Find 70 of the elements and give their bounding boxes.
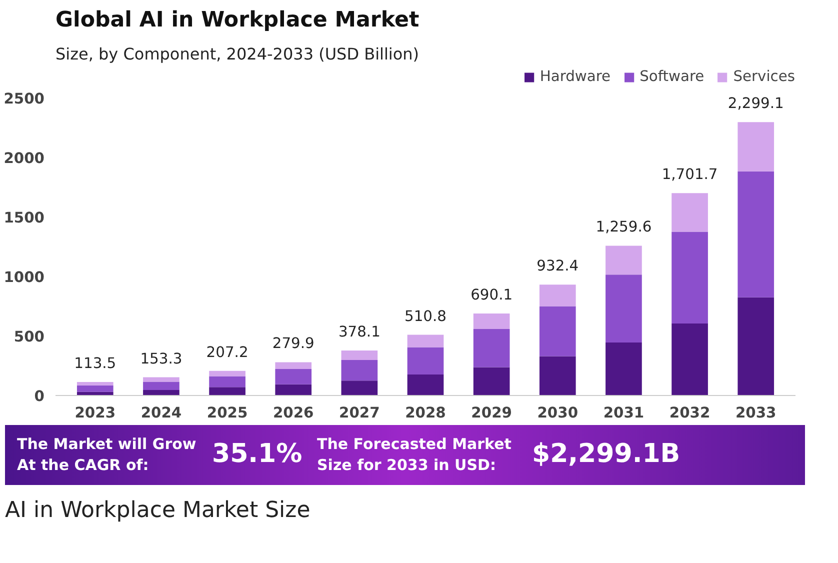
x-tick-label: 2026 (272, 404, 314, 422)
y-tick-label: 2000 (4, 150, 45, 168)
text: 35.1% (212, 438, 304, 472)
bar (407, 347, 444, 374)
bar (738, 297, 774, 396)
y-tick-label: 1000 (4, 269, 45, 286)
bar (473, 313, 510, 330)
bar (672, 193, 708, 232)
x-tick-label: 2031 (603, 404, 644, 422)
total-label: 153.3 (140, 350, 182, 368)
bar (143, 377, 180, 382)
y-tick-label: 2500 (4, 90, 45, 108)
chart-title: Global AI in Workplace Market (56, 8, 420, 32)
chart-subtitle: Size, by Component, 2024-2033 (USD Billion) (56, 44, 420, 64)
text: The Forecasted Market Size for 2033 in USD: (317, 434, 512, 476)
total-label: 113.5 (74, 355, 116, 372)
x-tick-label: 2032 (669, 404, 710, 422)
bar (143, 390, 180, 396)
bar (275, 368, 312, 384)
bar (672, 232, 708, 324)
total-label: 510.8 (404, 308, 446, 325)
bar (275, 384, 312, 396)
bar (473, 367, 510, 396)
text: AI in Workplace Market Size (5, 497, 310, 525)
legend-label: Services (733, 68, 795, 85)
bar (407, 334, 444, 348)
bar (76, 385, 114, 392)
bar (209, 376, 246, 388)
total-label: 2,299.1 (728, 95, 784, 112)
bar (672, 324, 708, 396)
x-tick-label: 2028 (405, 404, 446, 422)
y-tick-label: 500 (14, 328, 44, 346)
total-label: 690.1 (470, 286, 513, 304)
x-tick-label: 2029 (471, 404, 512, 422)
bar (209, 370, 246, 376)
bar (76, 382, 114, 386)
x-tick-label: 2024 (140, 404, 182, 422)
bar (738, 122, 774, 172)
legend-label: Hardware (540, 68, 611, 85)
total-label: 279.9 (272, 335, 314, 352)
x-tick-label: 2023 (74, 404, 116, 422)
bar (275, 362, 312, 369)
total-label: 1,701.7 (662, 166, 718, 184)
bar (539, 284, 576, 306)
bar (473, 329, 510, 368)
bar (606, 246, 642, 275)
bar (738, 171, 774, 298)
bar (539, 306, 576, 356)
x-tick-label: 2030 (537, 404, 578, 422)
total-label: 1,259.6 (596, 218, 652, 236)
total-label: 932.4 (536, 258, 579, 275)
bar (539, 356, 576, 396)
bar (407, 374, 444, 396)
bar (143, 382, 180, 390)
bar (341, 380, 378, 396)
x-tick-label: 2033 (735, 404, 776, 422)
bar (606, 342, 642, 396)
y-tick-label: 0 (34, 388, 45, 405)
legend-label: Software (640, 68, 704, 85)
bar (341, 360, 378, 381)
text: The Market will Grow At the CAGR of: (17, 434, 198, 476)
x-tick-label: 2027 (339, 404, 380, 422)
total-label: 378.1 (338, 324, 380, 341)
bar (209, 387, 246, 396)
bar (341, 350, 378, 360)
text: $2,299.1B (532, 438, 680, 472)
total-label: 207.2 (206, 344, 248, 361)
bar (606, 274, 642, 342)
y-tick-label: 1500 (4, 210, 45, 227)
x-tick-label: 2025 (206, 404, 248, 422)
